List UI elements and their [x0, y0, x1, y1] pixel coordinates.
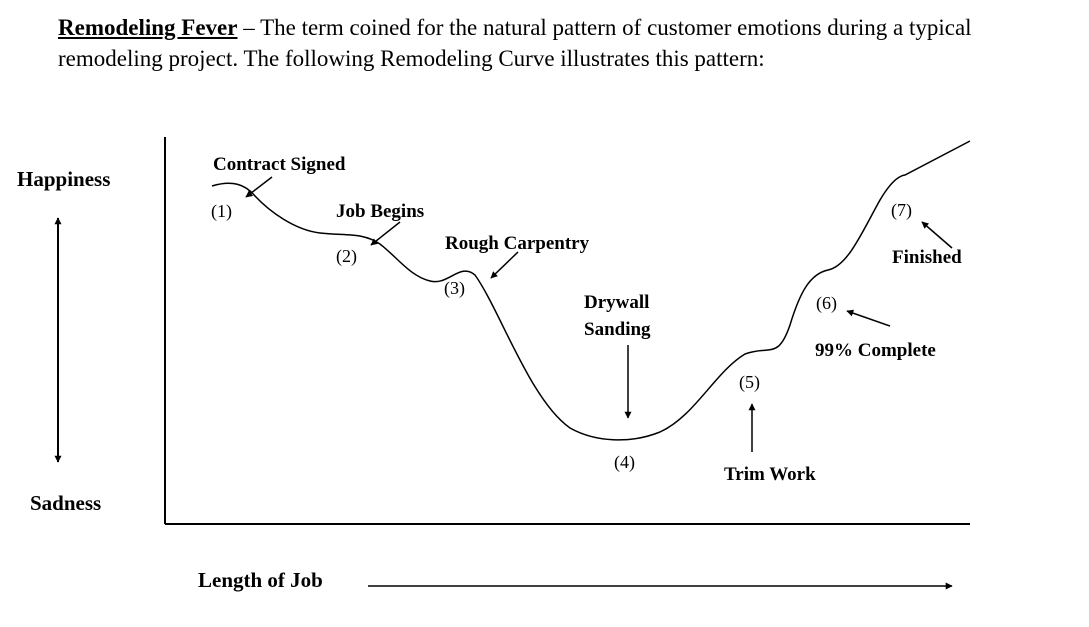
- finished-label: Finished: [892, 247, 962, 268]
- intro-text: – The term coined for the natural patter…: [58, 15, 972, 71]
- rough-carpentry-arrow: [490, 251, 519, 279]
- stage-5-number: (5): [739, 372, 760, 393]
- stage-7-number: (7): [891, 200, 912, 221]
- stage-4-number: (4): [614, 452, 635, 473]
- stage-2-number: (2): [336, 246, 357, 267]
- happiness-label: Happiness: [17, 167, 110, 191]
- contract-signed-arrow: [245, 176, 273, 198]
- ninety-nine-complete-arrow: [846, 309, 891, 327]
- drywall-label: Drywall: [584, 292, 649, 313]
- finished-arrow: [921, 221, 953, 249]
- job-begins-label: Job Begins: [336, 201, 424, 222]
- ninety-nine-complete-label: 99% Complete: [815, 340, 936, 361]
- stage-6-number: (6): [816, 293, 837, 314]
- length-of-job-label: Length of Job: [198, 568, 323, 592]
- emotion-curve: [211, 140, 971, 441]
- stage-1-number: (1): [211, 201, 232, 222]
- trim-work-label: Trim Work: [724, 464, 816, 485]
- intro-term: Remodeling Fever: [58, 15, 238, 40]
- intro-paragraph: Remodeling Fever – The term coined for t…: [58, 12, 1068, 74]
- sadness-label: Sadness: [30, 491, 101, 515]
- rough-carpentry-label: Rough Carpentry: [445, 233, 590, 254]
- sanding-label: Sanding: [584, 319, 651, 340]
- job-begins-arrow: [370, 221, 401, 246]
- contract-signed-label: Contract Signed: [213, 154, 346, 175]
- stage-3-number: (3): [444, 278, 465, 299]
